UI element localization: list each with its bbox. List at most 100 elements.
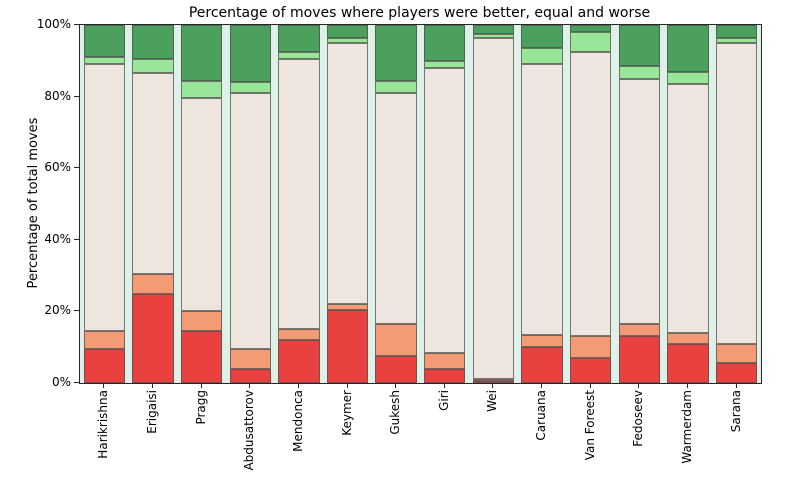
- segment-worse-warmerdam: [667, 343, 709, 383]
- bar-slot: [323, 25, 372, 383]
- bar-slot: [129, 25, 178, 383]
- x-tick-label-slot: Harikrishna: [79, 390, 128, 480]
- segment-better-wei: [472, 24, 515, 34]
- x-tick-label-slot: Fedoseev: [614, 390, 663, 480]
- x-tick-mark: [541, 383, 543, 388]
- x-tick-mark: [103, 383, 105, 388]
- segment-equal-wei: [472, 37, 515, 379]
- segment-worse-harikrishna: [83, 349, 125, 383]
- x-tick-mark: [346, 383, 348, 388]
- segment-equal-pragg: [180, 98, 223, 312]
- x-tick-mark: [443, 383, 445, 388]
- x-tick-label-sarana: Sarana: [728, 390, 743, 433]
- x-tick-label-giri: Giri: [436, 390, 451, 411]
- segment-slightly-worse-harikrishna: [83, 331, 125, 349]
- segment-slightly-better-erigaisi: [132, 59, 174, 74]
- x-tick-label-slot: Wei: [468, 390, 517, 480]
- x-tick-label-warmerdam: Warmerdam: [680, 390, 694, 464]
- segment-worse-caruana: [521, 347, 563, 383]
- segment-worse-pragg: [180, 331, 223, 383]
- segment-equal-giri: [424, 67, 466, 353]
- segment-slightly-worse-pragg: [180, 311, 223, 332]
- bar-slot: [420, 25, 469, 383]
- bar-slot: [469, 24, 518, 383]
- y-axis-label: Percentage of total moves: [26, 117, 41, 289]
- x-tick-label-pragg: Pragg: [193, 390, 208, 425]
- x-tick-mark: [687, 383, 689, 388]
- segment-worse-erigaisi: [132, 293, 174, 383]
- bar-caruana: [521, 25, 563, 383]
- x-tick-label-harikrishna: Harikrishna: [96, 390, 111, 459]
- y-tick-mark: [74, 310, 79, 312]
- x-tick-label-slot: Abdusattorov: [225, 390, 274, 480]
- segment-worse-keymer: [326, 309, 369, 383]
- segment-slightly-worse-wei: [472, 379, 515, 381]
- x-tick-label-mendonca: Mendonca: [290, 390, 305, 452]
- segment-slightly-worse-erigaisi: [132, 273, 174, 294]
- segment-better-sarana: [715, 25, 758, 38]
- bar-gukesh: [375, 25, 417, 383]
- y-tick-mark: [74, 167, 79, 169]
- bar-keymer: [326, 25, 369, 383]
- y-tick-mark: [74, 238, 79, 240]
- segment-equal-mendonca: [278, 59, 320, 330]
- segment-better-gukesh: [375, 25, 417, 81]
- segment-better-mendonca: [278, 25, 320, 52]
- x-tick-label-slot: Sarana: [711, 390, 760, 480]
- y-tick-label: 20%: [44, 303, 71, 318]
- x-tick-label-slot: Pragg: [176, 390, 225, 480]
- segment-equal-gukesh: [375, 93, 417, 324]
- segment-slightly-better-abdusattorov: [229, 82, 271, 94]
- bar-slot: [664, 25, 713, 383]
- segment-slightly-worse-sarana: [715, 343, 758, 364]
- segment-worse-wei: [472, 381, 515, 383]
- segment-slightly-better-warmerdam: [667, 71, 709, 85]
- bar-erigaisi: [132, 25, 174, 383]
- x-tick-label-slot: Gukesh: [371, 390, 420, 480]
- bar-wei: [472, 24, 515, 383]
- segment-worse-sarana: [715, 363, 758, 383]
- segment-slightly-worse-mendonca: [278, 329, 320, 341]
- x-tick-label-slot: Keymer: [322, 390, 371, 480]
- segment-better-caruana: [521, 25, 563, 49]
- x-tick-mark: [200, 383, 202, 388]
- x-tick-mark: [492, 383, 494, 388]
- segment-worse-giri: [424, 368, 466, 383]
- segment-equal-warmerdam: [667, 84, 709, 333]
- segment-slightly-worse-abdusattorov: [229, 349, 271, 369]
- y-tick-mark: [74, 382, 79, 383]
- y-tick-label: 40%: [44, 231, 71, 246]
- segment-better-keymer: [326, 25, 369, 38]
- segment-slightly-better-pragg: [180, 80, 223, 99]
- x-tick-label-slot: Erigaisi: [128, 390, 177, 480]
- chart-title: Percentage of moves where players were b…: [188, 5, 651, 21]
- x-tick-label-keymer: Keymer: [339, 390, 354, 436]
- bar-sarana: [715, 25, 758, 383]
- segment-slightly-better-giri: [424, 60, 466, 68]
- y-tick-label: 100%: [36, 17, 71, 31]
- x-tick-label-slot: Van Foreest: [565, 390, 614, 480]
- y-tick-mark: [74, 95, 79, 97]
- bar-giri: [424, 25, 466, 383]
- segment-worse-fedoseev: [618, 336, 661, 383]
- segment-slightly-better-sarana: [715, 37, 758, 43]
- bar-slot: [226, 25, 275, 383]
- segment-better-pragg: [180, 25, 223, 81]
- x-tick-mark: [297, 383, 299, 388]
- segment-worse-abdusattorov: [229, 368, 271, 383]
- x-tick-labels-row: Harikrishna Erigaisi Pragg Abdusattorov Mend…: [79, 390, 760, 480]
- segment-equal-abdusattorov: [229, 93, 271, 349]
- y-tick-label: 60%: [44, 160, 71, 175]
- segment-slightly-worse-fedoseev: [618, 323, 661, 337]
- x-tick-label-fedoseev: Fedoseev: [631, 390, 646, 447]
- bar-slot: [566, 25, 615, 383]
- segment-slightly-better-caruana: [521, 48, 563, 65]
- segment-slightly-worse-giri: [424, 352, 466, 369]
- segment-better-giri: [424, 25, 466, 61]
- bar-slot: [518, 25, 567, 383]
- y-tick-mark: [74, 24, 79, 25]
- x-tick-label-slot: Caruana: [517, 390, 566, 480]
- x-tick-label-erigaisi: Erigaisi: [144, 390, 159, 434]
- segment-worse-van-foreest: [570, 357, 612, 383]
- segment-slightly-worse-keymer: [326, 304, 369, 310]
